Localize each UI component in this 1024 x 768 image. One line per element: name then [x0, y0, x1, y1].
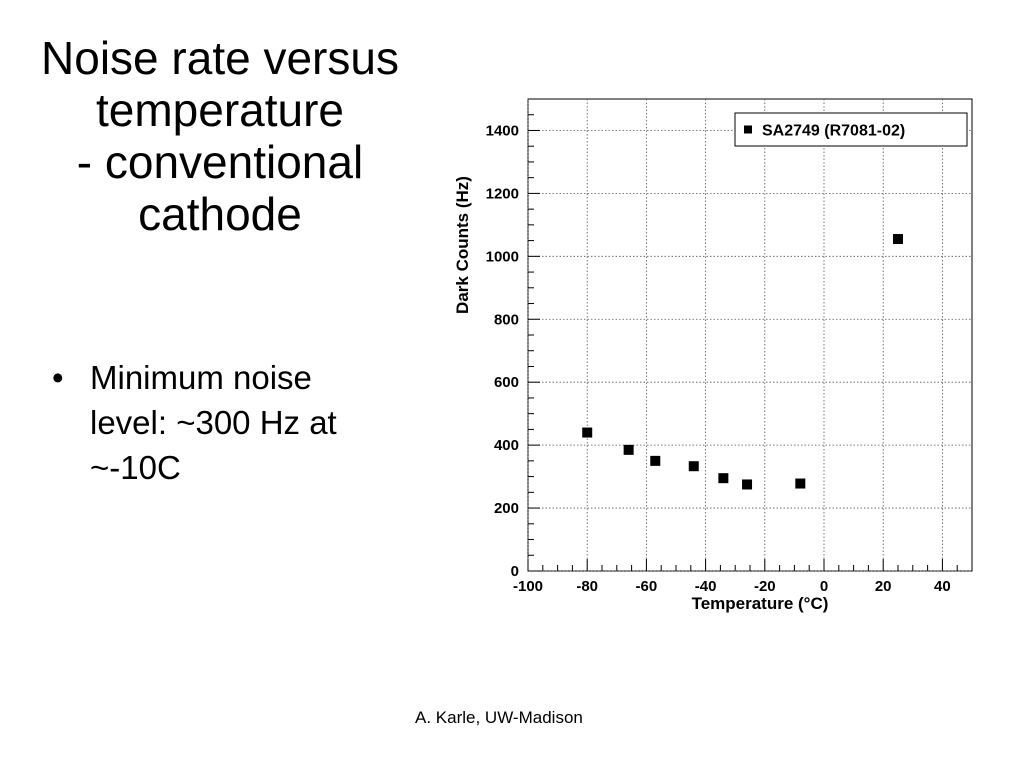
y-tick-label: 200 [494, 500, 519, 517]
x-tick-label: 0 [820, 578, 828, 595]
data-point [893, 234, 903, 245]
y-tick-label: 1200 [486, 185, 519, 202]
x-tick-label: -60 [636, 578, 658, 595]
y-tick-label: 1000 [486, 248, 519, 265]
slide-title: Noise rate versus temperature - conventi… [0, 32, 440, 240]
bullet-item: • Minimum noise level: ~300 Hz at ~-10C [52, 355, 412, 490]
dark-counts-chart: -100 -80 -60 -40 -20 0 20 400200400600800100012… [453, 98, 973, 613]
bullet-list: • Minimum noise level: ~300 Hz at ~-10C [52, 355, 412, 490]
data-point [718, 473, 729, 484]
y-tick-label: 1400 [486, 122, 519, 139]
x-tick-label: -20 [754, 578, 776, 595]
title-line: cathode [138, 188, 302, 240]
x-axis-label: Temperature (°C) [692, 594, 829, 613]
bullet-line: ~-10C [90, 449, 181, 486]
bullet-dot-icon: • [52, 359, 64, 396]
footer-credit: A. Karle, UW-Madison [415, 708, 583, 727]
plot-frame [527, 98, 973, 572]
title-line: temperature [95, 84, 344, 136]
data-point [688, 461, 699, 472]
y-tick-label: 800 [494, 311, 519, 328]
title-line: Noise rate versus [41, 32, 399, 84]
y-tick-label: 600 [494, 374, 519, 391]
bullet-line: Minimum noise [90, 359, 312, 396]
legend-label: SA2749 (R7081-02) [762, 123, 905, 140]
y-tick-label: 0 [511, 563, 519, 580]
x-tick-label: -100 [513, 578, 543, 595]
data-point [742, 479, 753, 490]
x-tick-label: -40 [695, 578, 717, 595]
data-point [650, 455, 661, 466]
title-line: - conventional [76, 136, 364, 188]
legend-marker [744, 125, 752, 134]
y-tick-label: 400 [494, 437, 519, 454]
data-point [623, 444, 634, 455]
y-axis-label: Dark Counts (Hz) [453, 176, 472, 314]
data-point [582, 427, 593, 438]
bullet-line: level: ~300 Hz at [90, 404, 337, 441]
x-tick-label: 40 [934, 578, 951, 595]
x-tick-label: 20 [875, 578, 892, 595]
x-tick-label: -80 [576, 578, 598, 595]
data-point [795, 478, 806, 489]
legend-box [734, 112, 968, 147]
